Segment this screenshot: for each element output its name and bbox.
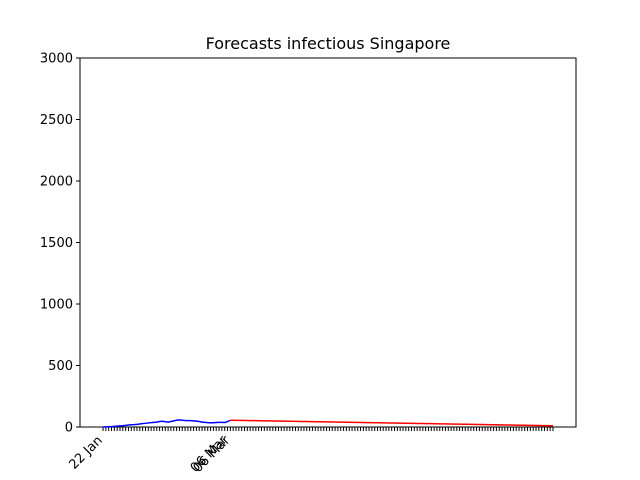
- x-tick-label: 06 Mar: [191, 433, 234, 476]
- y-axis: 0 500 1000 1500 2000 2500 3000: [40, 52, 80, 436]
- y-tick-label: 3000: [40, 52, 73, 67]
- plot-frame: [79, 57, 577, 428]
- y-tick-label: 1500: [40, 236, 73, 251]
- y-tick-label: 500: [48, 359, 73, 374]
- y-tick-label: 0: [65, 421, 73, 436]
- chart-title: Forecasts infectious Singapore: [206, 34, 451, 53]
- series-line-blue: [102, 419, 231, 428]
- series-layer: [102, 419, 554, 428]
- series-line-red: [230, 419, 554, 427]
- y-tick-label: 2500: [40, 113, 73, 128]
- y-tick-label: 2000: [40, 175, 73, 190]
- y-tick-label: 1000: [40, 298, 73, 313]
- x-tick-label: 22 Jan: [66, 433, 105, 472]
